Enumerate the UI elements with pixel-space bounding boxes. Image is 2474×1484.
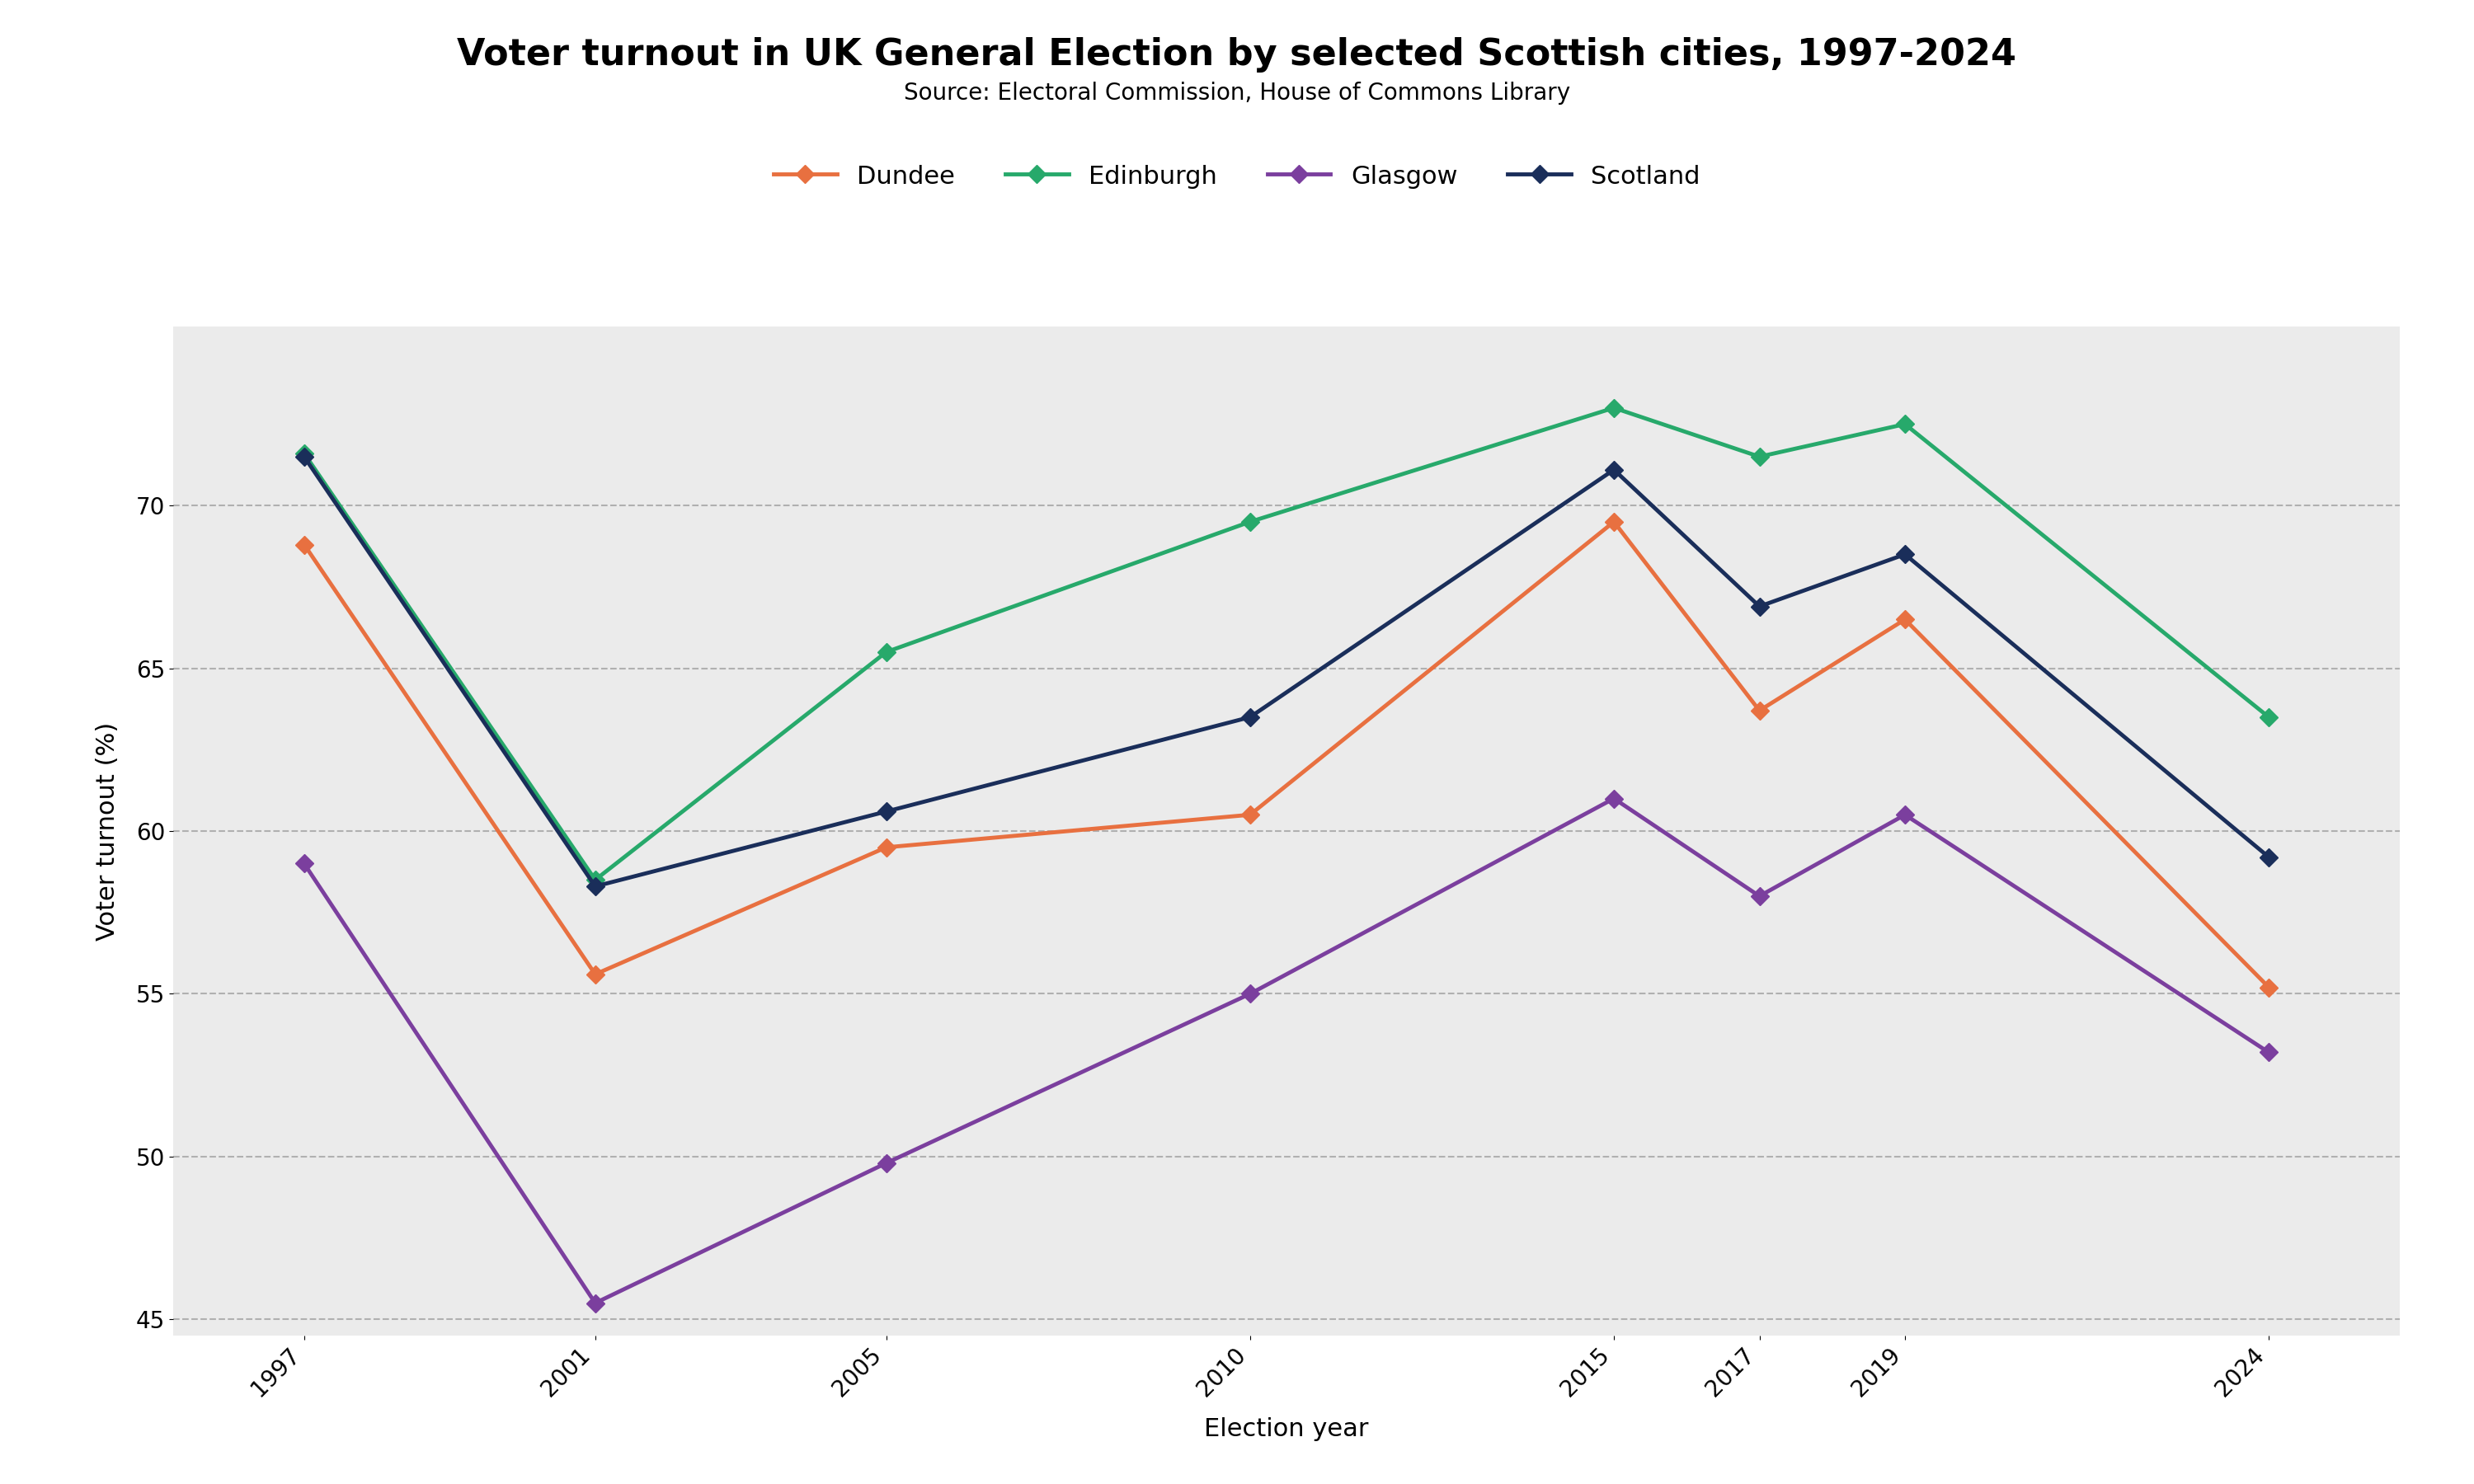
Edinburgh <box>289 445 319 463</box>
Scotland <box>1744 598 1774 616</box>
Dundee <box>871 838 901 856</box>
Y-axis label: Voter turnout (%): Voter turnout (%) <box>96 721 119 941</box>
Scotland <box>2254 849 2284 867</box>
Line: Glasgow: Glasgow <box>297 792 2276 1309</box>
Edinburgh <box>1744 448 1774 466</box>
Edinburgh <box>871 643 901 660</box>
Dundee <box>289 536 319 554</box>
Edinburgh <box>1235 513 1264 531</box>
Glasgow <box>2254 1043 2284 1061</box>
Scotland <box>289 448 319 466</box>
Dundee <box>1235 806 1264 824</box>
Text: Source: Electoral Commission, House of Commons Library: Source: Electoral Commission, House of C… <box>903 82 1571 105</box>
Line: Edinburgh: Edinburgh <box>297 402 2276 886</box>
Edinburgh <box>1890 416 1920 433</box>
Edinburgh <box>2254 708 2284 726</box>
Glasgow <box>289 855 319 873</box>
Dundee <box>1598 513 1628 531</box>
Glasgow <box>1598 789 1628 807</box>
Dundee <box>1890 610 1920 628</box>
Line: Scotland: Scotland <box>297 450 2276 893</box>
Scotland <box>871 803 901 821</box>
Dundee <box>581 966 611 984</box>
Scotland <box>1890 546 1920 564</box>
Line: Dundee: Dundee <box>297 515 2276 994</box>
Edinburgh <box>581 871 611 889</box>
Glasgow <box>871 1155 901 1172</box>
Scotland <box>1235 708 1264 726</box>
Glasgow <box>581 1294 611 1312</box>
Dundee <box>1744 702 1774 720</box>
Glasgow <box>1235 985 1264 1003</box>
Text: Voter turnout in UK General Election by selected Scottish cities, 1997-2024: Voter turnout in UK General Election by … <box>458 37 2016 73</box>
Legend: Dundee, Edinburgh, Glasgow, Scotland: Dundee, Edinburgh, Glasgow, Scotland <box>764 153 1710 199</box>
Edinburgh <box>1598 399 1628 417</box>
Glasgow <box>1890 806 1920 824</box>
Scotland <box>581 877 611 895</box>
Glasgow <box>1744 887 1774 905</box>
X-axis label: Election year: Election year <box>1205 1417 1368 1441</box>
Dundee <box>2254 978 2284 996</box>
Scotland <box>1598 462 1628 479</box>
